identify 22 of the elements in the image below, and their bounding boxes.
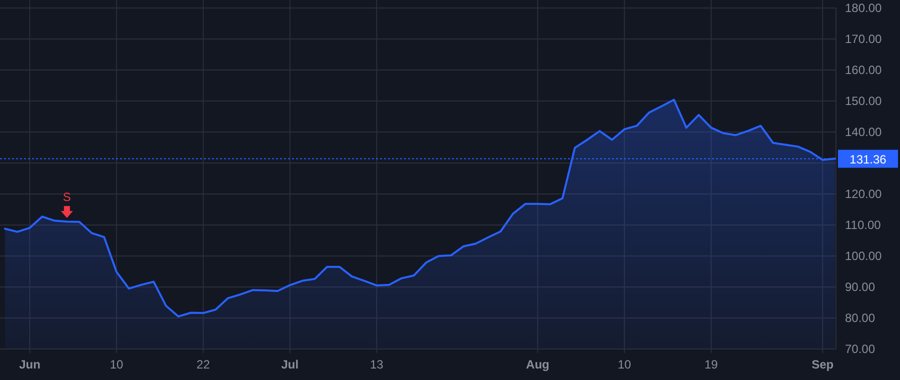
y-tick-label: 150.00 — [845, 94, 882, 108]
x-tick-label: 10 — [618, 358, 632, 372]
x-tick-label: Aug — [526, 358, 550, 372]
series-label: S — [62, 190, 71, 204]
y-tick-label: 170.00 — [845, 32, 882, 46]
x-tick-label: Sep — [812, 358, 834, 372]
x-tick-label: 10 — [110, 358, 124, 372]
y-tick-label: 140.00 — [845, 124, 882, 139]
y-tick-label: 160.00 — [845, 62, 882, 77]
y-tick-label: 80.00 — [845, 310, 876, 325]
x-tick-label: 13 — [370, 358, 384, 372]
x-tick-label: 19 — [704, 358, 718, 372]
x-tick-label: Jul — [281, 358, 299, 372]
y-tick-label: 70.00 — [845, 342, 876, 356]
x-tick-label: Jun — [19, 358, 40, 372]
y-tick-label: 110.00 — [845, 218, 882, 232]
y-tick-label: 100.00 — [845, 248, 882, 263]
ref-line-label: 131.36 — [850, 152, 887, 166]
y-tick-label: 90.00 — [845, 280, 876, 294]
y-tick-label: 120.00 — [845, 186, 882, 201]
y-tick-label: 180.00 — [845, 0, 882, 15]
x-tick-label: 22 — [196, 358, 210, 372]
